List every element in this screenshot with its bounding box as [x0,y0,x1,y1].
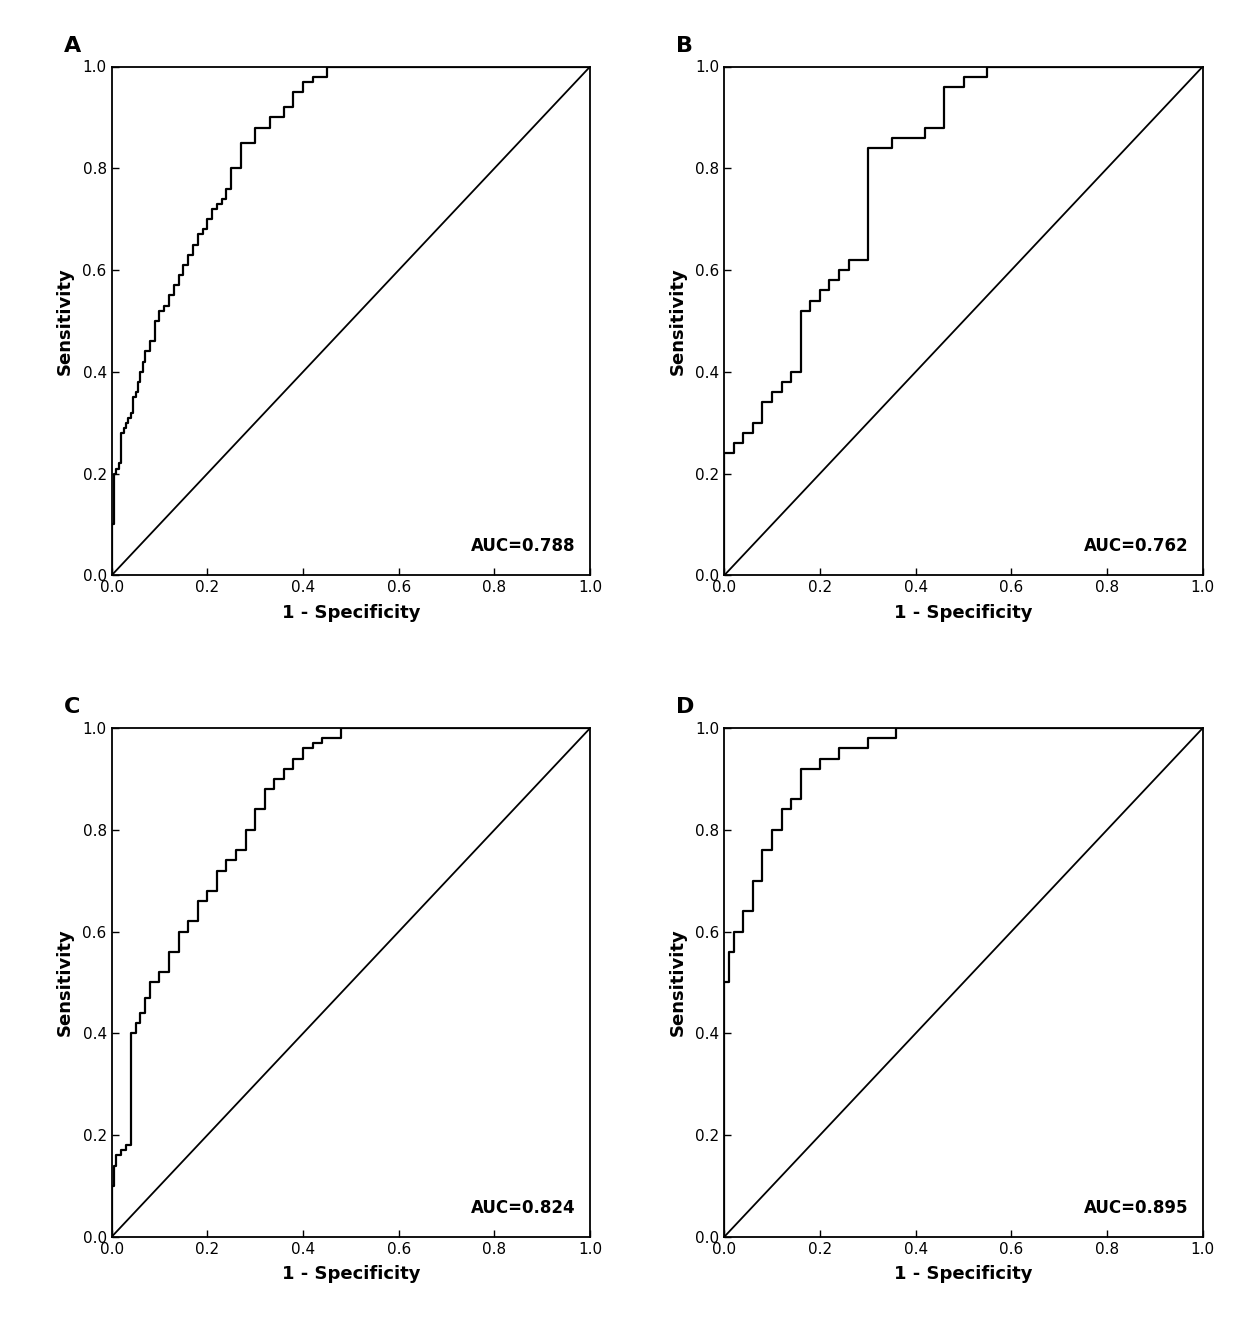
Text: AUC=0.762: AUC=0.762 [1084,537,1188,555]
Y-axis label: Sensitivity: Sensitivity [668,267,687,375]
X-axis label: 1 - Specificity: 1 - Specificity [894,1265,1033,1283]
X-axis label: 1 - Specificity: 1 - Specificity [894,604,1033,621]
Text: B: B [676,36,693,56]
X-axis label: 1 - Specificity: 1 - Specificity [281,604,420,621]
Y-axis label: Sensitivity: Sensitivity [668,928,687,1036]
Text: AUC=0.895: AUC=0.895 [1084,1198,1188,1217]
Text: AUC=0.788: AUC=0.788 [471,537,575,555]
Y-axis label: Sensitivity: Sensitivity [56,928,74,1036]
Text: C: C [63,697,81,717]
Text: AUC=0.824: AUC=0.824 [471,1198,575,1217]
Text: A: A [63,36,81,56]
Text: D: D [676,697,694,717]
Y-axis label: Sensitivity: Sensitivity [56,267,74,375]
X-axis label: 1 - Specificity: 1 - Specificity [281,1265,420,1283]
